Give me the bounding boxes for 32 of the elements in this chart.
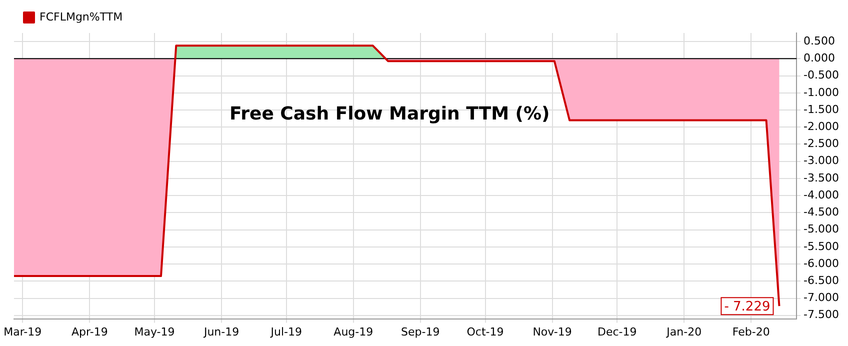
x-tick-label: Dec-19: [597, 325, 637, 338]
y-tick-label: -6.000: [804, 256, 840, 270]
y-tick-label: -2.000: [804, 120, 840, 133]
y-tick-label: 0.500: [804, 34, 836, 48]
text: Free Cash Flow Margin TTM (%): [229, 104, 550, 125]
data-label: - 7.229: [724, 299, 770, 314]
x-tick-label: Feb-20: [732, 325, 770, 338]
x-tick-label: Mar-19: [4, 325, 42, 338]
x-tick-label: Jun-19: [202, 325, 240, 338]
y-tick-label: -4.500: [804, 206, 840, 219]
y-tick-label: -1.000: [804, 86, 840, 99]
x-tick-label: Aug-19: [334, 325, 374, 338]
x-tick-label: Oct-19: [466, 325, 504, 338]
y-tick-label: -2.500: [804, 137, 840, 150]
x-tick-label: Jul-19: [270, 325, 302, 338]
y-tick-label: -0.500: [804, 68, 840, 82]
y-tick-label: -3.500: [804, 171, 840, 184]
x-tick-label: Jan-20: [666, 325, 702, 338]
y-tick-label: -6.500: [804, 274, 840, 288]
x-tick-label: Apr-19: [72, 325, 108, 338]
y-tick-label: 0.000: [804, 52, 836, 65]
y-tick-label: -3.000: [804, 154, 840, 168]
y-tick-label: -4.000: [804, 188, 840, 202]
x-tick-label: May-19: [134, 325, 175, 338]
y-tick-label: -7.500: [804, 308, 840, 322]
y-tick-label: -1.500: [804, 102, 840, 116]
x-tick-label: Nov-19: [532, 325, 572, 338]
legend-label: FCFLMgn%TTM: [40, 10, 123, 24]
y-tick-label: -7.000: [804, 291, 840, 304]
y-tick-label: -5.500: [804, 240, 840, 253]
x-tick-label: Sep-19: [401, 325, 440, 338]
y-tick-label: -5.000: [804, 222, 840, 236]
